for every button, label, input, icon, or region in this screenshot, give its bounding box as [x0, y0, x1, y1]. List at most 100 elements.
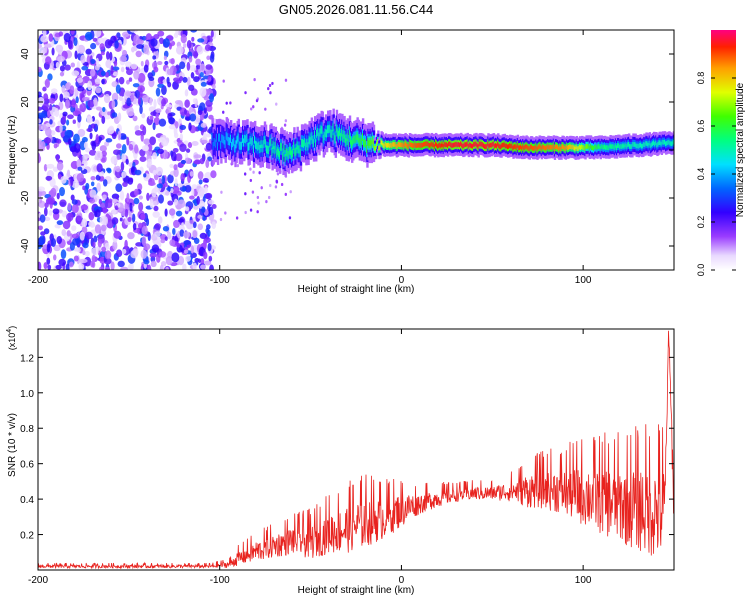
- spectrogram-noise-cell: [205, 64, 213, 70]
- spectrogram-noise-cell: [56, 192, 60, 200]
- spectrogram-sparse-cell: [219, 217, 223, 222]
- spectrogram-noise-cell: [165, 266, 170, 270]
- spectrogram-noise-cell: [97, 239, 102, 248]
- spectrogram-noise-cell: [185, 148, 191, 153]
- spectrogram-noise-cell: [155, 108, 162, 114]
- spectrogram-noise-cell: [103, 93, 111, 104]
- spectrogram-noise-cell: [191, 36, 195, 42]
- spectrogram-noise-cell: [61, 84, 66, 94]
- spectrogram-noise-cell: [168, 117, 175, 125]
- spectrogram-sparse-cell: [269, 91, 272, 95]
- spectrogram-noise-cell: [47, 73, 53, 81]
- spectrogram-noise-cell: [146, 218, 150, 226]
- spectrogram-sparse-cell: [249, 208, 253, 212]
- spectrogram-noise-cell: [137, 183, 143, 191]
- spectrogram-noise-cell: [120, 161, 125, 172]
- spectrogram-noise-cell: [91, 247, 99, 256]
- spectrogram-noise-cell: [193, 50, 199, 59]
- spectrogram-noise-cell: [43, 93, 49, 102]
- spectrogram-noise-cell: [199, 63, 206, 73]
- snr-y-label: SNR (10 * v/v): [7, 413, 18, 477]
- spectrogram-noise-cell: [198, 187, 205, 197]
- spectrogram-noise-cell: [88, 211, 95, 221]
- spectrogram-noise-cell: [43, 216, 51, 222]
- spectrogram-noise-cell: [62, 220, 71, 230]
- spectrogram-noise-cell: [134, 169, 142, 176]
- spectrogram-noise-cell: [46, 257, 51, 265]
- spectrogram-noise-cell: [132, 115, 138, 122]
- spectrogram-noise-cell: [110, 198, 118, 204]
- spectrogram-noise-cell: [81, 65, 89, 71]
- spectrogram-noise-cell: [189, 219, 194, 224]
- spectrogram-noise-cell: [72, 237, 80, 246]
- spectrogram-noise-cell: [156, 254, 161, 263]
- spectrogram-noise-cell: [183, 249, 189, 254]
- spectrogram-noise-cell: [49, 177, 56, 188]
- spectrogram-sparse-cell: [280, 182, 284, 187]
- spectrogram-noise-cell: [121, 135, 127, 140]
- spectrogram-noise-cell: [185, 255, 191, 262]
- spectrogram-noise-cell: [90, 58, 96, 65]
- spectrogram-noise-cell: [152, 169, 157, 176]
- spectrogram-noise-cell: [146, 158, 153, 167]
- spectrogram-noise-cell: [179, 124, 187, 131]
- spectrogram-noise-cell: [207, 199, 215, 205]
- spectrogram-sparse-cell: [260, 186, 263, 190]
- spectrogram-noise-cell: [74, 50, 78, 60]
- spectrogram-sparse-cell: [249, 178, 253, 183]
- spectrogram-noise-cell: [182, 76, 188, 83]
- spectrogram-noise-cell: [127, 264, 133, 270]
- spectrogram-noise-cell: [127, 177, 134, 185]
- spectrogram-noise-cell: [177, 199, 186, 208]
- spectrogram-noise-cell: [113, 60, 118, 67]
- spectrogram-noise-cell: [183, 43, 187, 48]
- spectrogram-sparse-cell: [284, 192, 287, 196]
- spectrogram-noise-cell: [54, 224, 61, 229]
- spectrogram-noise-cell: [163, 55, 167, 61]
- spectrogram-noise-cell: [113, 149, 121, 156]
- snr-y-tick-label: 1.2: [20, 353, 34, 364]
- spectrogram-noise-cell: [140, 213, 146, 221]
- spectrogram-noise-cell: [191, 140, 199, 146]
- spectrogram-noise-cell: [165, 103, 173, 109]
- snr-y-tick-label: 0.6: [20, 460, 34, 471]
- spectrogram-noise-cell: [171, 185, 180, 195]
- spectrogram-noise-cell: [59, 186, 65, 197]
- spectrogram-noise-cell: [197, 258, 201, 263]
- spectrogram-noise-cell: [155, 113, 159, 119]
- spectrogram-noise-cell: [184, 220, 191, 227]
- spectrogram-noise-cell: [102, 106, 106, 113]
- spectrogram-noise-cell: [198, 179, 203, 185]
- spectrogram-noise-cell: [70, 30, 75, 35]
- spectrogram-noise-cell: [142, 125, 147, 136]
- spectrogram-noise-cell: [203, 131, 207, 140]
- colorbar-tick-label: 0.0: [696, 264, 706, 277]
- snr-multiplier-exponent: 4: [6, 329, 13, 333]
- spectrogram-noise-cell: [100, 224, 107, 232]
- spectrogram-noise-cell: [89, 198, 96, 204]
- spectrogram-noise-cell: [200, 258, 205, 265]
- spectrogram-noise-cell: [152, 200, 158, 206]
- spectrogram-sparse-cell: [274, 185, 278, 189]
- spectrogram-noise-cell: [71, 225, 77, 232]
- spectrogram-noise-cell: [172, 227, 176, 235]
- spectrogram-noise-cell: [95, 87, 102, 94]
- spectrogram-sparse-cell: [220, 190, 223, 194]
- spectrogram-noise-cell: [107, 111, 111, 116]
- spectrogram-noise-cell: [131, 213, 136, 223]
- spectrogram-noise-cell: [77, 44, 86, 55]
- spectrogram-noise-cell: [88, 221, 92, 227]
- spectrogram-noise-cell: [114, 205, 118, 210]
- spectrogram-noise-cell: [38, 235, 45, 246]
- spectrogram-noise-cell: [175, 121, 179, 129]
- spectrogram-noise-cell: [101, 79, 105, 85]
- spectrogram-noise-cell: [101, 246, 107, 253]
- spectrogram-noise-cell: [141, 225, 148, 235]
- spectrogram-noise-cell: [72, 119, 77, 124]
- spectrogram-noise-cell: [186, 39, 192, 49]
- spectrogram-noise-cell: [193, 160, 202, 165]
- spectrogram-noise-cell: [81, 96, 90, 102]
- spectrogram-noise-cell: [59, 124, 63, 133]
- spectrogram-noise-cell: [105, 59, 112, 69]
